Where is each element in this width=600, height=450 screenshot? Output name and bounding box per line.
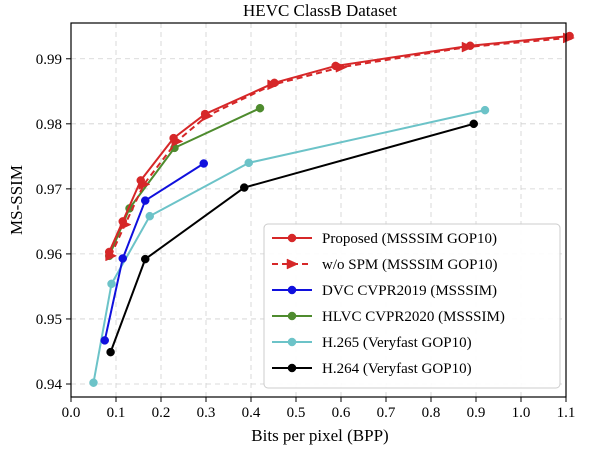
- data-point: [270, 78, 279, 88]
- y-axis-label: MS-SSIM: [7, 165, 26, 235]
- legend-entry: HLVC CVPR2020 (MSSSIM): [272, 309, 505, 325]
- data-point: [145, 211, 154, 221]
- x-tick-label: 1.1: [557, 405, 576, 421]
- series-5: [106, 119, 478, 357]
- plot-frame: [70, 22, 567, 398]
- x-tick-label: 0.5: [287, 405, 306, 421]
- data-point: [199, 159, 208, 168]
- legend-label: DVC CVPR2019 (MSSSIM): [322, 283, 497, 299]
- x-tick-label: 0.9: [467, 405, 486, 421]
- x-tick-label: 0.0: [62, 405, 81, 421]
- data-point: [169, 133, 178, 143]
- y-tick-label: 0.95: [36, 312, 62, 328]
- series-line: [103, 162, 205, 341]
- data-point: [141, 196, 150, 205]
- data-point: [331, 61, 340, 71]
- legend-swatch-marker: [287, 311, 297, 321]
- legend-swatch-marker: [287, 233, 297, 243]
- series-2: [100, 159, 208, 345]
- x-tick-label: 0.3: [197, 405, 216, 421]
- data-point: [465, 41, 475, 51]
- x-tick-label: 0.7: [377, 405, 396, 421]
- series-4: [89, 105, 490, 387]
- legend-swatch-marker: [287, 363, 297, 373]
- legend-swatch-marker: [287, 337, 297, 347]
- x-tick-label: 0.4: [242, 405, 261, 421]
- y-tick-label: 0.99: [36, 52, 62, 68]
- legend-entry: Proposed (MSSSIM GOP10): [272, 231, 497, 247]
- legend-entry: H.264 (Veryfast GOP10): [272, 361, 472, 377]
- series-line: [108, 107, 261, 257]
- data-point: [240, 183, 249, 192]
- x-tick-label: 0.2: [152, 405, 171, 421]
- y-tick-label: 0.94: [36, 377, 63, 393]
- x-tick-label: 0.6: [332, 405, 351, 421]
- data-point: [244, 158, 253, 168]
- legend-entry: H.265 (Veryfast GOP10): [272, 335, 472, 351]
- x-tick-label: 1.0: [512, 405, 531, 421]
- data-point: [565, 31, 574, 41]
- x-tick-label: 0.8: [422, 405, 441, 421]
- series-line: [109, 122, 475, 353]
- data-point: [107, 279, 116, 289]
- legend-swatch-marker: [287, 285, 297, 295]
- data-point: [469, 119, 478, 129]
- x-tick-label: 0.1: [107, 405, 126, 421]
- y-tick-label: 0.98: [36, 117, 62, 133]
- data-point: [136, 176, 145, 185]
- legend-entry: w/o SPM (MSSSIM GOP10): [272, 257, 497, 273]
- legend-label: Proposed (MSSSIM GOP10): [322, 231, 497, 247]
- legend-label: HLVC CVPR2020 (MSSSIM): [322, 309, 505, 325]
- legend-box: [263, 223, 561, 389]
- data-point: [480, 105, 490, 115]
- data-point: [141, 254, 150, 264]
- legend-entry: DVC CVPR2019 (MSSSIM): [272, 283, 497, 299]
- x-axis-label: Bits per pixel (BPP): [251, 426, 388, 445]
- series-3: [105, 103, 265, 261]
- y-tick-label: 0.97: [36, 182, 63, 198]
- data-point: [105, 247, 114, 257]
- chart-title: HEVC ClassB Dataset: [243, 1, 397, 20]
- data-point: [100, 336, 109, 345]
- data-point: [106, 347, 115, 357]
- legend-swatch-marker: [286, 258, 299, 270]
- data-point: [118, 254, 127, 263]
- data-point: [255, 103, 265, 113]
- legend-label: H.264 (Veryfast GOP10): [322, 361, 472, 377]
- data-point: [89, 378, 98, 387]
- series-layer: [89, 31, 575, 387]
- data-point: [200, 109, 210, 119]
- series-0: [105, 31, 574, 257]
- legend-label: w/o SPM (MSSSIM GOP10): [322, 257, 497, 273]
- legend-label: H.265 (Veryfast GOP10): [322, 335, 472, 351]
- data-point: [118, 217, 127, 226]
- axis-ticks: 0.0 0.1 0.2 0.3 0.4 0.5 0.6 0.7 0.8 0.9 1.0 1.1 0.94…: [36, 52, 576, 421]
- legend-entries: Proposed (MSSSIM GOP10) w/o SPM (MSSSIM G…: [272, 231, 505, 377]
- y-tick-label: 0.96: [36, 247, 63, 263]
- legend: Proposed (MSSSIM GOP10) w/o SPM (MSSSIM G…: [263, 223, 561, 389]
